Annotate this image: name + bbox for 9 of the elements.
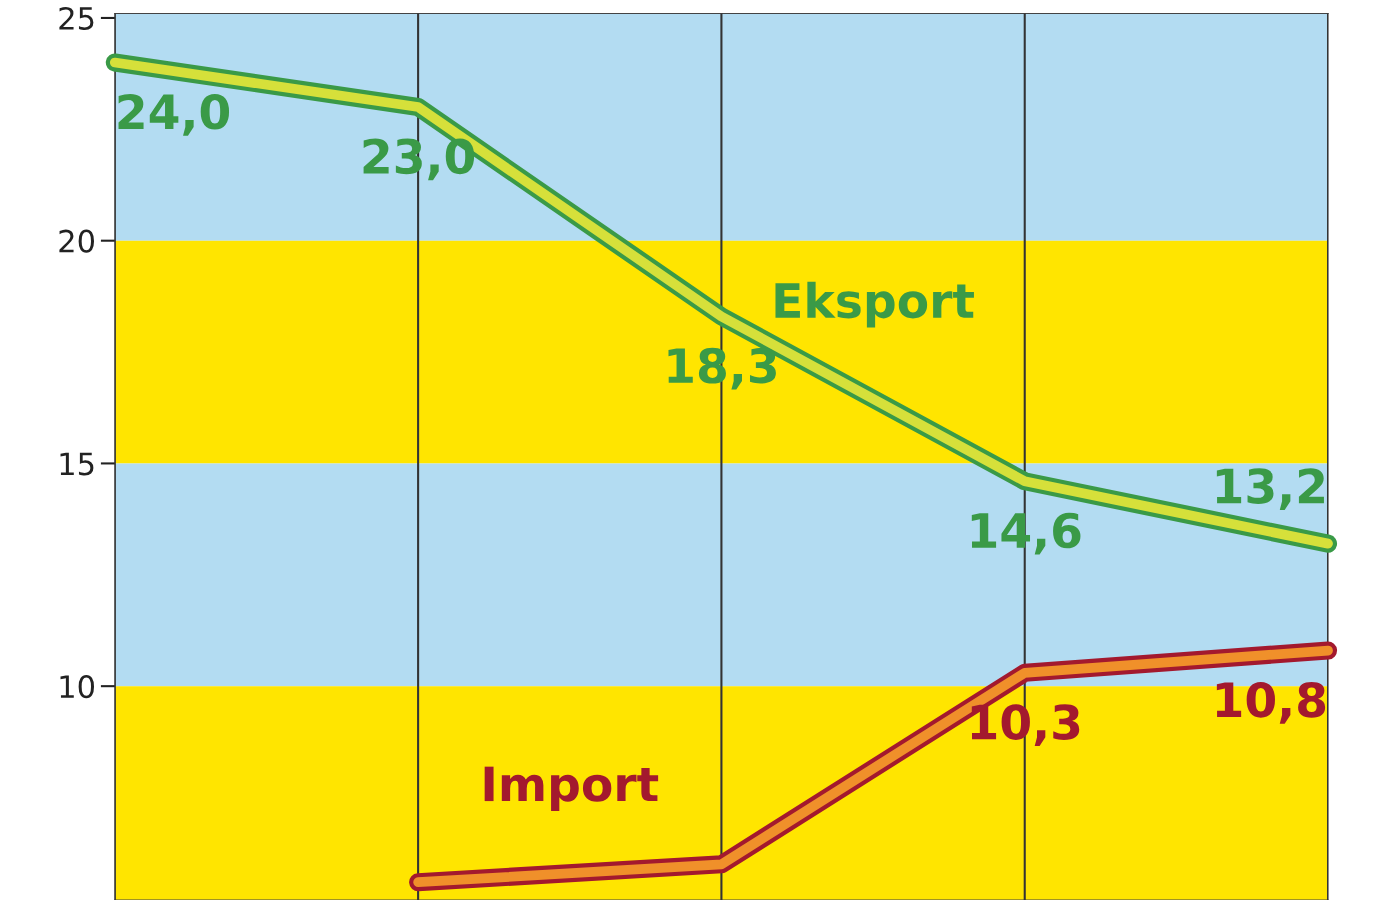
series-label: Import — [484, 766, 659, 811]
series-label: Eksport — [775, 281, 974, 328]
data-label: 13,2 — [1216, 468, 1324, 510]
data-label: 24,0 — [118, 93, 230, 136]
y-tick-label: 15 — [60, 452, 94, 476]
y-tick-label: 25 — [59, 6, 94, 30]
y-tick-label: 10 — [60, 675, 95, 699]
y-tick-label: 20 — [59, 229, 95, 253]
data-label: 10,8 — [1216, 681, 1326, 724]
